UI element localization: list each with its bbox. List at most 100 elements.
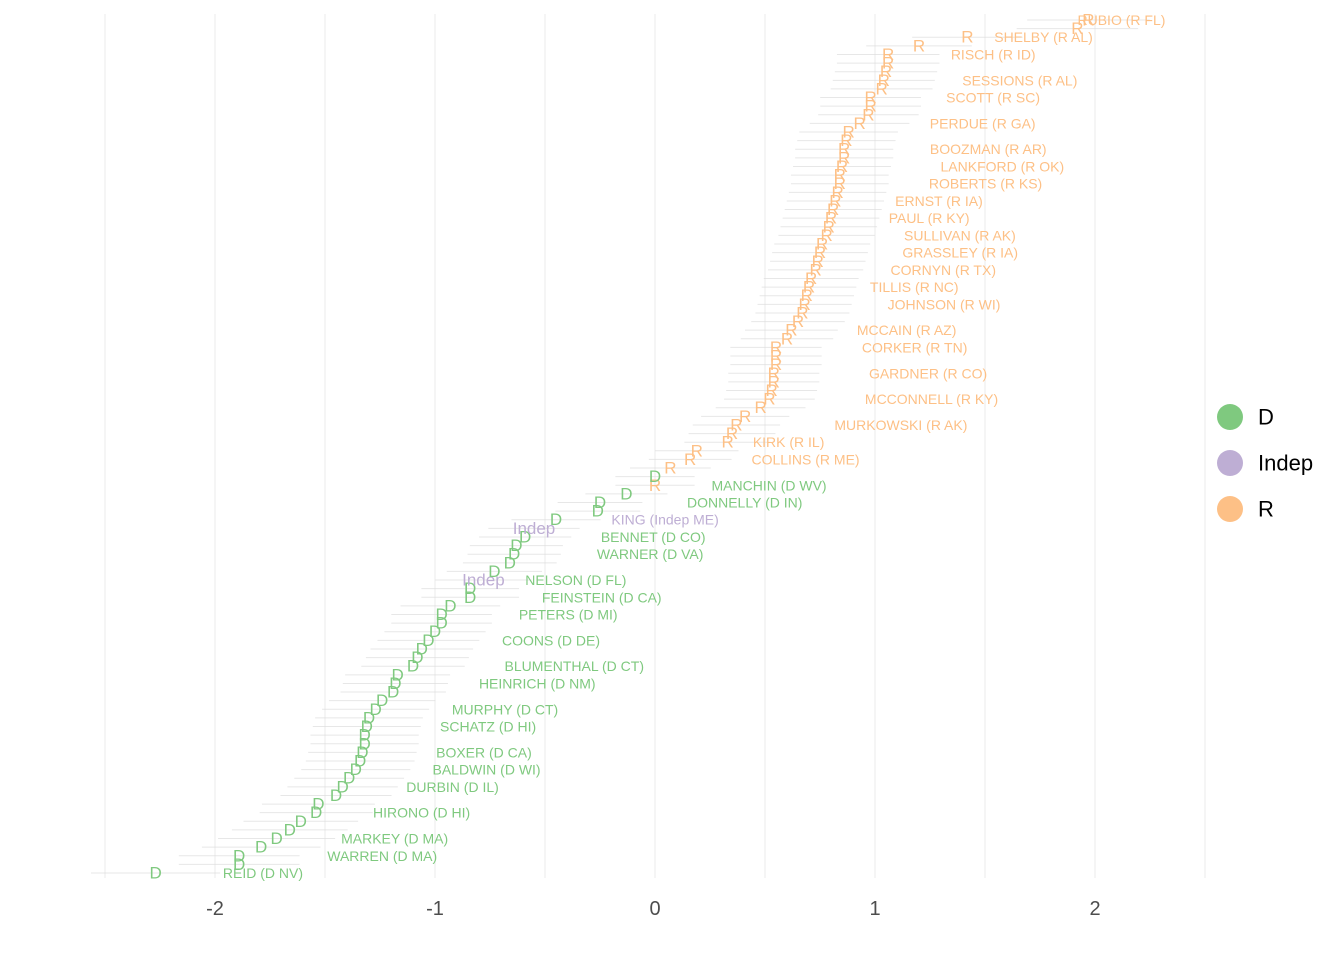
data-point: D [369,700,381,719]
senator-label: WARNER (D VA) [597,546,704,562]
data-point: D [330,786,342,805]
data-point: D [407,657,419,676]
legend: D Indep R [1217,404,1313,522]
data-point: R [838,140,850,159]
senator-label: ROBERTS (R KS) [929,176,1042,192]
x-axis: -2 -1 0 1 2 [206,898,1100,920]
data-point: D [508,545,520,564]
data-point: R [820,226,832,245]
data-point: R [1071,19,1083,38]
interval-layer [91,19,1150,874]
data-point: D [416,639,428,658]
x-tick-label: 2 [1089,898,1100,920]
senator-label: MANCHIN (D WV) [711,477,826,493]
senator-label: SULLIVAN (R AK) [904,227,1016,243]
data-point: R [882,54,894,73]
data-point: D [233,855,245,874]
senator-label: MURPHY (D CT) [452,701,558,717]
data-point: D [620,484,632,503]
data-point: D [358,726,370,745]
data-point: R [792,312,804,331]
data-point: R [816,235,828,254]
data-point: D [550,510,562,529]
data-point: R [803,278,815,297]
data-point: Indep [513,519,556,538]
data-point: D [488,562,500,581]
senator-label: BOOZMAN (R AR) [930,141,1047,157]
senator-label: JOHNSON (R WI) [888,296,1001,312]
data-point: R [754,398,766,417]
data-point: R [785,321,797,340]
senator-label: WARREN (D MA) [327,848,437,864]
data-point: R [836,157,848,176]
data-point: D [295,812,307,831]
grid-layer [104,14,1206,878]
senator-label: KING (Indep ME) [611,512,718,528]
senator-label: MCCONNELL (R KY) [865,391,998,407]
senator-label: MCCAIN (R AZ) [857,322,957,338]
data-point: D [391,665,403,684]
data-point: D [270,829,282,848]
data-point: R [814,243,826,262]
data-point: R [765,381,777,400]
x-tick-label: 1 [869,898,880,920]
data-point: D [510,536,522,555]
data-point: D [592,502,604,521]
senator-label: SCOTT (R SC) [946,90,1040,106]
senator-label: SESSIONS (R AL) [962,72,1077,88]
x-tick-label: -2 [206,898,224,920]
legend-key-indep [1217,450,1243,476]
data-point: R [770,347,782,366]
data-point: D [149,864,161,883]
data-point: D [358,734,370,753]
senator-label: DURBIN (D IL) [406,779,499,795]
senator-label: BOXER (D CA) [436,744,532,760]
data-point: R [805,269,817,288]
data-point: R [649,476,661,495]
data-point: R [796,303,808,322]
label-layer: RUBIO (R FL)SHELBY (R AL)RISCH (R ID) SES… [223,12,1166,881]
senator-label: MARKEY (D MA) [341,831,448,847]
data-point: D [336,777,348,796]
senator-label: MURKOWSKI (R AK) [834,417,967,433]
senator-label: FEINSTEIN (D CA) [542,589,662,605]
senator-label: CORKER (R TN) [862,339,968,355]
data-point: D [464,579,476,598]
data-point: R [961,28,973,47]
senator-label: LANKFORD (R OK) [941,158,1065,174]
data-point: R [801,286,813,305]
data-point: R [770,355,782,374]
data-point: R [691,441,703,460]
data-point: R [684,450,696,469]
x-tick-label: 0 [649,898,660,920]
data-point: R [829,191,841,210]
data-point: D [429,622,441,641]
data-point: R [831,183,843,202]
data-point: D [233,846,245,865]
data-point: R [730,415,742,434]
data-point: R [880,62,892,81]
data-point: D [356,743,368,762]
senator-label: DONNELLY (D IN) [687,495,802,511]
data-point: R [809,260,821,279]
data-point: R [864,97,876,116]
data-point: R [721,433,733,452]
senator-label: GRASSLEY (R IA) [902,245,1018,261]
data-point: R [878,71,890,90]
data-point: R [812,252,824,271]
senator-label: TILLIS (R NC) [870,279,959,295]
data-point: R [862,105,874,124]
data-point: R [726,424,738,443]
data-point: R [827,200,839,219]
data-point: R [834,174,846,193]
data-point: D [361,717,373,736]
legend-label-r: R [1258,497,1274,522]
data-point: Indep [462,571,505,590]
senator-label: COONS (D DE) [502,632,600,648]
senator-label: SCHATZ (D HI) [440,719,536,735]
data-point: D [411,648,423,667]
data-point: R [768,364,780,383]
senator-label: PERDUE (R GA) [930,115,1036,131]
